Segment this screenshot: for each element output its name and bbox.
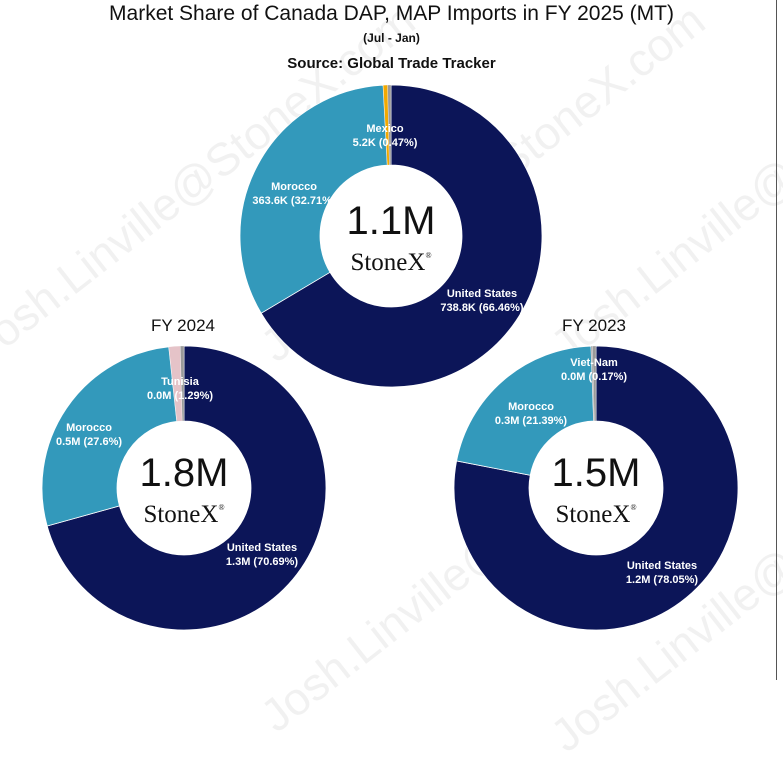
slice-label: Morocco 0.3M (21.39%) — [495, 401, 567, 427]
center-total-value: 1.8M — [140, 451, 229, 495]
slice-label: Morocco 0.5M (27.6%) — [56, 422, 122, 448]
fy-2023-label: FY 2023 — [562, 316, 626, 335]
chart-title: Market Share of Canada DAP, MAP Imports … — [109, 2, 674, 25]
stonex-logo: StoneX® — [350, 249, 431, 276]
frame-border — [776, 0, 777, 680]
stonex-logo: StoneX® — [143, 501, 224, 528]
slice-label: Morocco 363.6K (32.71%) — [252, 181, 335, 207]
slice-label: United States 1.3M (70.69%) — [226, 542, 298, 568]
donut-hole — [117, 421, 251, 555]
donut-hole — [320, 165, 462, 307]
donut-hole — [529, 421, 663, 555]
donut-charts: 1.1M StoneX® United States 738.8K (66.46%) M… — [41, 84, 739, 631]
center-total-value: 1.1M — [347, 199, 436, 243]
center-total-value: 1.5M — [552, 451, 641, 495]
fy-2024-label: FY 2024 — [151, 316, 215, 335]
stonex-logo: StoneX® — [555, 501, 636, 528]
chart-subtitle: (Jul - Jan) — [363, 31, 420, 45]
slice-label: Mexico 5.2K (0.47%) — [353, 123, 418, 149]
slice-label: United States 738.8K (66.46%) — [440, 288, 523, 314]
slice-label: Viet-Nam 0.0M (0.17%) — [561, 357, 627, 383]
chart-source: Source: Global Trade Tracker — [287, 55, 496, 72]
donut-slice-united-states — [453, 345, 739, 631]
slice-label: Tunisia 0.0M (1.29%) — [147, 376, 213, 402]
slice-label: United States 1.2M (78.05%) — [626, 560, 698, 586]
donut-slice-united-states — [46, 345, 327, 631]
